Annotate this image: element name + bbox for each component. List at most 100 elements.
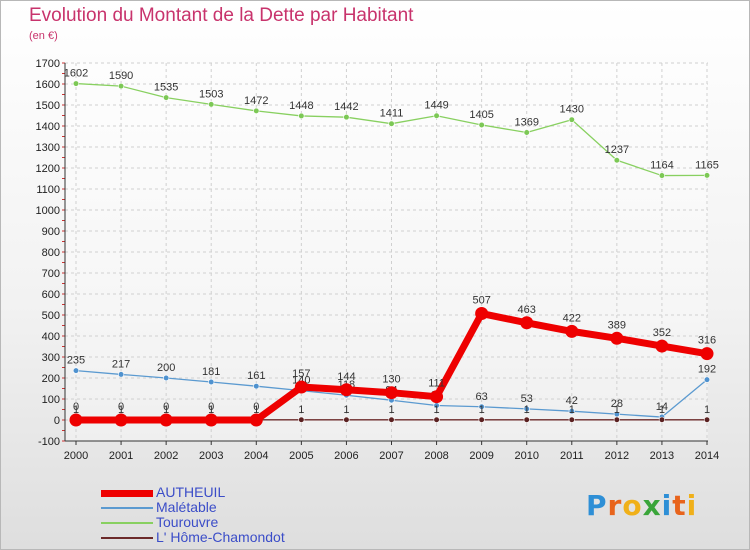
data-point-autheuil [114,413,128,427]
data-point-tourouvre [117,82,125,90]
data-label-l-h-me-chamondot: 1 [298,404,304,416]
data-point-autheuil [475,307,489,321]
y-tick-label: 1500 [36,100,60,112]
data-label-mal-table: 28 [611,398,623,410]
legend-label: L' Hôme-Chamondot [156,529,285,545]
data-point-tourouvre [703,172,711,179]
data-label-tourouvre: 1535 [154,82,178,94]
y-tick-label: 1200 [36,163,60,175]
legend-label: Tourouvre [156,514,219,530]
logo-letter: i [686,489,698,522]
data-label-autheuil: 422 [563,312,581,324]
y-tick-label: 900 [42,226,60,238]
data-point-autheuil [520,316,534,330]
data-point-autheuil [249,413,263,427]
x-tick-label: 2005 [289,450,313,462]
proxiti-logo: Proxiti [586,489,697,522]
data-label-mal-table: 42 [566,395,578,407]
data-point-mal-table [208,378,215,386]
data-label-autheuil: 0 [163,401,169,413]
legend-swatch [101,522,153,524]
data-point-l-h-me-chamondot [568,416,575,423]
data-point-l-h-me-chamondot [343,416,350,423]
data-point-autheuil [655,339,669,353]
data-point-autheuil [159,413,173,427]
y-tick-label: 800 [42,247,60,259]
logo-letter: P [586,489,608,522]
data-point-l-h-me-chamondot [658,416,666,423]
y-tick-label: 200 [42,373,60,385]
data-point-mal-table [523,405,530,412]
data-point-autheuil [430,390,444,404]
data-point-autheuil [204,413,218,427]
data-point-autheuil [385,386,398,400]
data-point-l-h-me-chamondot [388,416,395,423]
x-tick-label: 2000 [64,450,88,462]
data-label-mal-table: 53 [521,393,533,405]
logo-letter: i [661,489,673,522]
data-label-tourouvre: 1164 [650,160,674,172]
data-label-l-h-me-chamondot: 1 [524,404,530,416]
data-label-l-h-me-chamondot: 1 [479,404,485,416]
data-label-autheuil: 157 [292,368,310,380]
data-label-autheuil: 316 [698,335,716,347]
data-point-tourouvre [72,80,80,87]
data-label-l-h-me-chamondot: 1 [118,404,124,416]
legend-label: Malétable [156,499,217,515]
data-label-autheuil: 507 [472,295,490,307]
chart-subtitle: (en €) [29,30,58,42]
data-point-autheuil [610,331,624,345]
data-point-mal-table [72,367,80,374]
y-tick-label: 1400 [36,121,60,133]
data-point-tourouvre [208,101,215,108]
data-point-tourouvre [298,112,305,120]
data-point-tourouvre [523,129,530,136]
data-label-l-h-me-chamondot: 1 [388,404,394,416]
legend-swatch [101,507,153,509]
y-tick-label: 600 [42,289,60,301]
x-tick-label: 2013 [650,450,674,462]
data-point-mal-table [163,374,170,382]
data-label-l-h-me-chamondot: 1 [343,404,349,416]
data-label-tourouvre: 1369 [514,117,538,129]
legend-label: AUTHEUIL [156,484,226,500]
data-label-autheuil: 0 [253,401,259,413]
data-label-tourouvre: 1405 [469,109,493,121]
data-label-autheuil: 0 [208,401,214,413]
data-label-autheuil: 0 [73,401,79,413]
data-point-tourouvre [613,157,620,164]
data-point-tourouvre [388,120,395,127]
data-label-tourouvre: 1503 [199,88,223,100]
data-label-tourouvre: 1430 [560,104,584,116]
x-tick-label: 2009 [469,450,493,462]
y-tick-label: 0 [54,415,60,427]
data-point-mal-table [568,408,575,415]
data-label-tourouvre: 1448 [289,100,313,112]
data-point-tourouvre [433,112,440,119]
data-label-mal-table: 161 [247,370,265,382]
x-tick-label: 2008 [424,450,448,462]
y-tick-label: 1000 [36,205,60,217]
data-label-mal-table: 63 [476,391,488,403]
data-label-tourouvre: 1590 [109,70,133,82]
data-label-autheuil: 144 [337,371,355,383]
data-point-l-h-me-chamondot [703,416,711,423]
data-point-mal-table [253,383,260,390]
data-label-mal-table: 14 [656,401,668,413]
data-label-autheuil: 0 [118,401,124,413]
y-tick-label: 500 [42,310,60,322]
logo-letter: x [642,489,662,522]
data-label-l-h-me-chamondot: 1 [434,404,440,416]
data-point-mal-table [478,403,485,410]
data-label-tourouvre: 1442 [334,101,358,113]
x-tick-label: 2007 [379,450,403,462]
data-label-tourouvre: 1165 [695,159,719,171]
data-label-mal-table: 217 [112,358,130,370]
data-label-l-h-me-chamondot: 1 [614,404,620,416]
x-tick-label: 2001 [109,450,133,462]
data-point-autheuil [69,413,83,427]
data-label-autheuil: 352 [653,327,671,339]
y-tick-label: 1700 [36,58,60,70]
data-label-l-h-me-chamondot: 1 [73,404,79,416]
